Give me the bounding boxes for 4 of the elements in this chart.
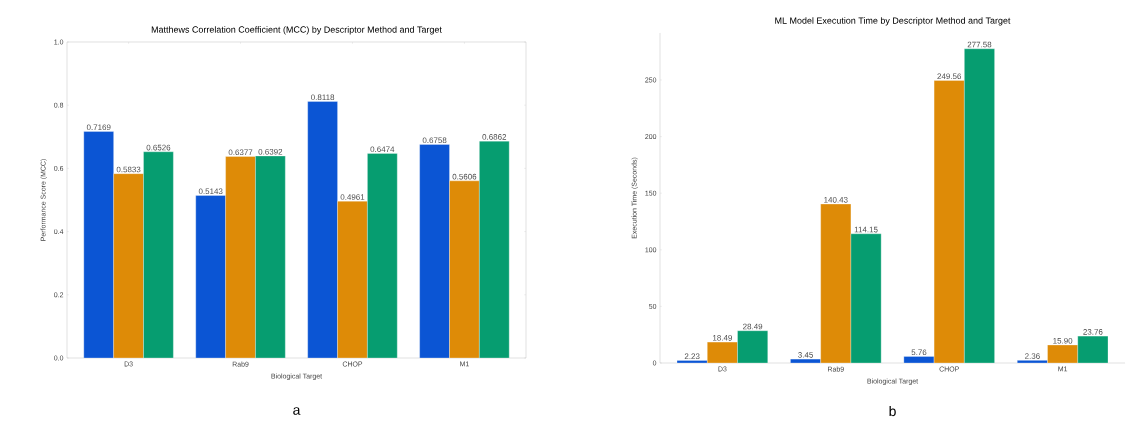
text: b [889, 405, 896, 417]
chart-title: Matthews Correlation Coefficient (MCC) by Descriptor Method and Target [151, 26, 442, 35]
text: a [293, 407, 301, 415]
chart-title: ML Model Execution Time by Descriptor Method and Target [775, 17, 1011, 26]
